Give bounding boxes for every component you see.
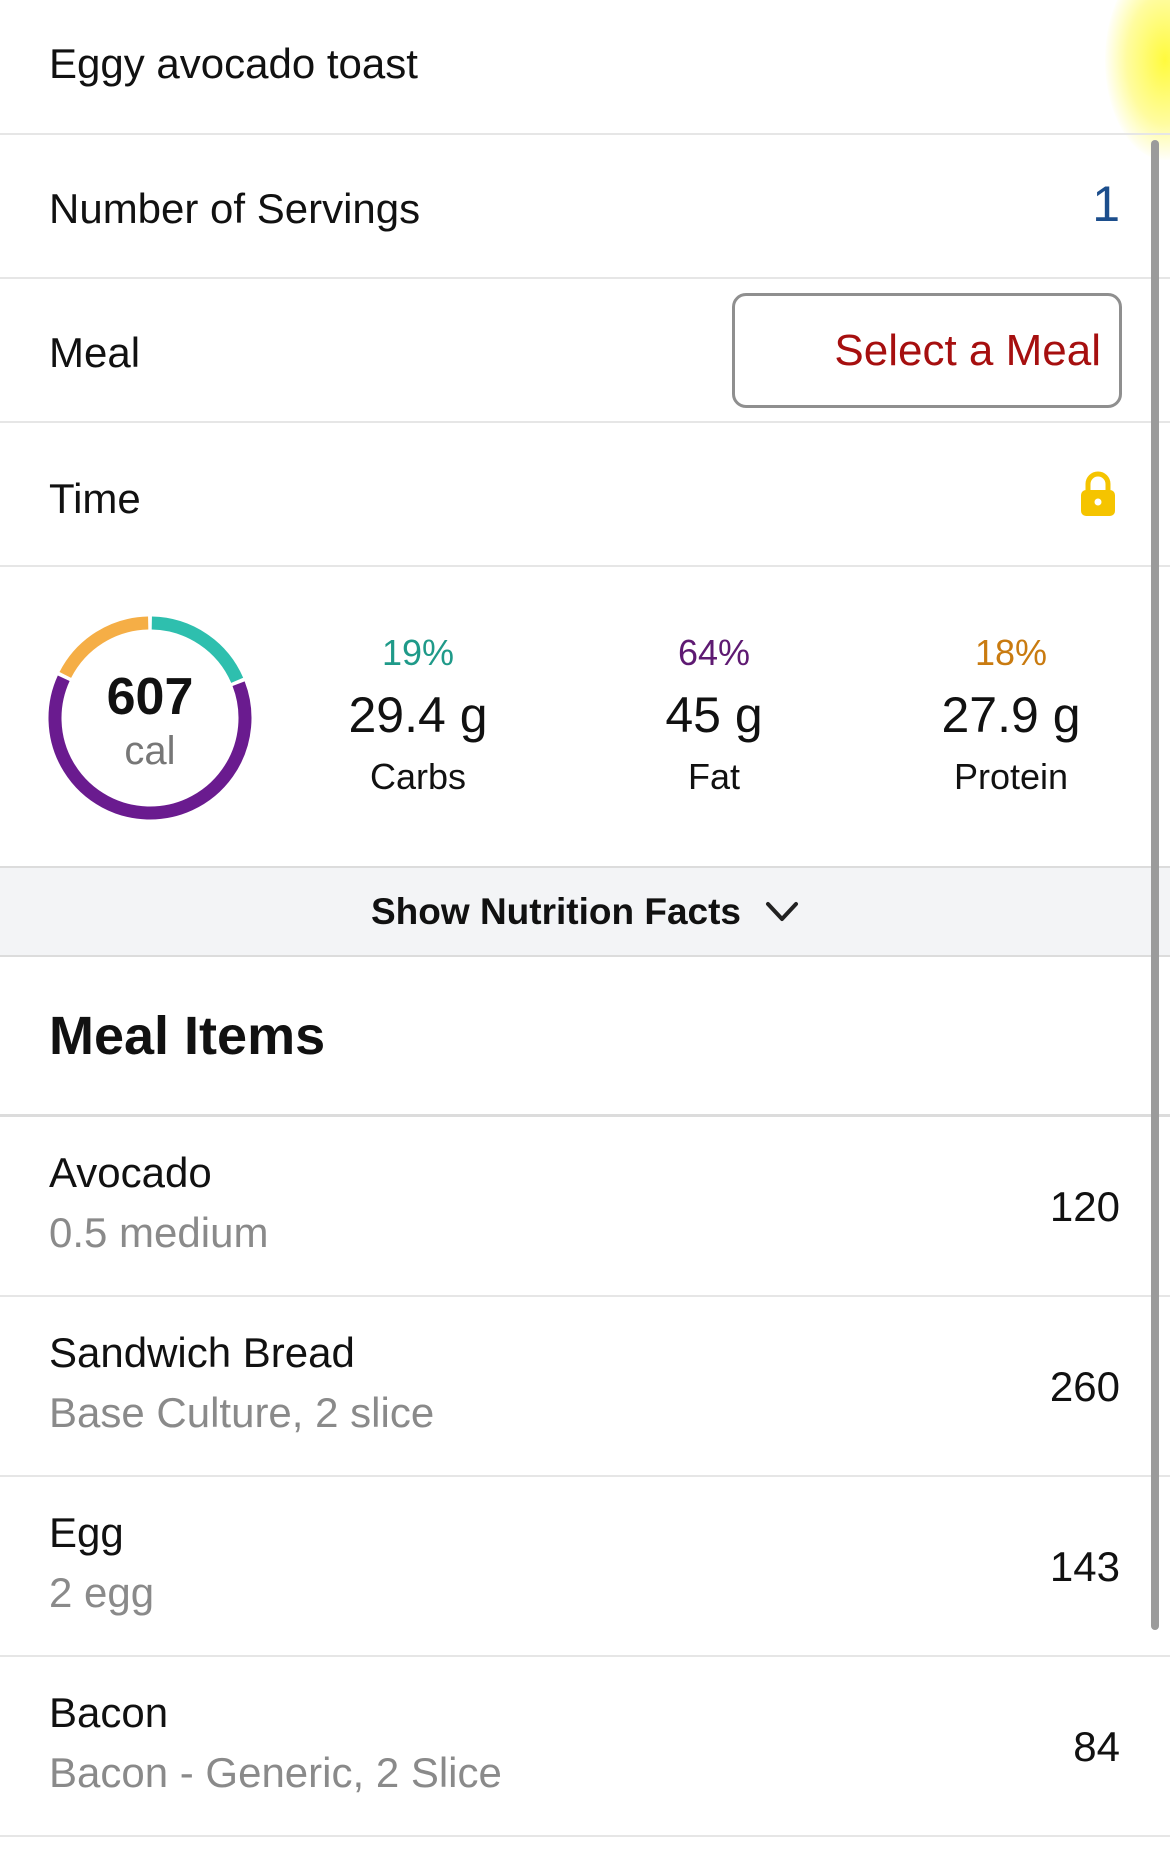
meal-item-bacon[interactable]: Bacon Bacon - Generic, 2 Slice 84 — [0, 1657, 1170, 1837]
macro-fat: 64% 45 g Fat — [604, 632, 824, 798]
calories-value: 607 — [106, 668, 194, 726]
time-label: Time — [49, 475, 141, 522]
meal-item-egg[interactable]: Egg 2 egg 143 — [0, 1477, 1170, 1657]
lock-icon[interactable] — [1078, 471, 1118, 517]
protein-label: Protein — [953, 756, 1069, 797]
meal-item-name: Sandwich Bread — [49, 1329, 355, 1376]
calories-unit: cal — [124, 729, 176, 773]
protein-percent: 18% — [974, 632, 1048, 673]
select-meal-button[interactable]: Select a Meal — [732, 293, 1122, 408]
meal-item-name: Bacon — [49, 1689, 169, 1736]
servings-row[interactable]: Number of Servings 1 — [0, 135, 1170, 279]
servings-label: Number of Servings — [49, 185, 421, 232]
show-nutrition-facts-button[interactable]: Show Nutrition Facts — [0, 866, 1170, 957]
carbs-label: Carbs — [369, 756, 467, 797]
meal-item-sandwich-bread[interactable]: Sandwich Bread Base Culture, 2 slice 260 — [0, 1297, 1170, 1477]
protein-amount: 27.9 g — [941, 687, 1081, 743]
meal-label: Meal — [49, 329, 141, 376]
fat-label: Fat — [687, 756, 740, 797]
chevron-down-icon — [766, 901, 798, 921]
fat-amount: 45 g — [665, 687, 763, 743]
meal-item-calories: 260 — [1049, 1363, 1120, 1410]
meal-row: Meal Select a Meal — [0, 279, 1170, 423]
meal-item-name: Egg — [49, 1509, 124, 1556]
show-nutrition-facts-label: Show Nutrition Facts — [371, 890, 741, 932]
meal-item-description: 2 egg — [49, 1569, 155, 1616]
macro-protein: 18% 27.9 g Protein — [901, 632, 1121, 798]
meal-item-description: Bacon - Generic, 2 Slice — [49, 1749, 502, 1796]
meal-items-header: Meal Items — [0, 957, 1170, 1117]
scrollbar[interactable] — [1151, 140, 1159, 1630]
recipe-title-row[interactable]: Eggy avocado toast — [0, 0, 1170, 135]
fat-percent: 64% — [677, 632, 751, 673]
meal-item-calories: 143 — [1049, 1543, 1120, 1590]
macro-carbs: 19% 29.4 g Carbs — [308, 632, 528, 798]
servings-value[interactable]: 1 — [1092, 176, 1120, 232]
meal-item-description: Base Culture, 2 slice — [49, 1389, 435, 1436]
ring-segment-protein — [59, 616, 149, 679]
macro-summary: 607 cal 19% 29.4 g Carbs 64% 45 g Fat 18… — [0, 567, 1170, 866]
ring-segment-fat — [48, 675, 252, 820]
meal-item-description: 0.5 medium — [49, 1209, 269, 1256]
carbs-percent: 19% — [381, 632, 455, 673]
meal-items-title: Meal Items — [49, 1006, 326, 1066]
calorie-ring-chart — [48, 616, 252, 820]
carbs-amount: 29.4 g — [348, 687, 488, 743]
meal-item-name: Avocado — [49, 1149, 212, 1196]
meal-item-calories: 84 — [1073, 1723, 1120, 1770]
meal-item-avocado[interactable]: Avocado 0.5 medium 120 — [0, 1117, 1170, 1297]
ring-segment-carbs — [151, 616, 244, 684]
time-row[interactable]: Time — [0, 423, 1170, 567]
meal-item-calories: 120 — [1049, 1183, 1120, 1230]
recipe-title: Eggy avocado toast — [49, 40, 418, 87]
